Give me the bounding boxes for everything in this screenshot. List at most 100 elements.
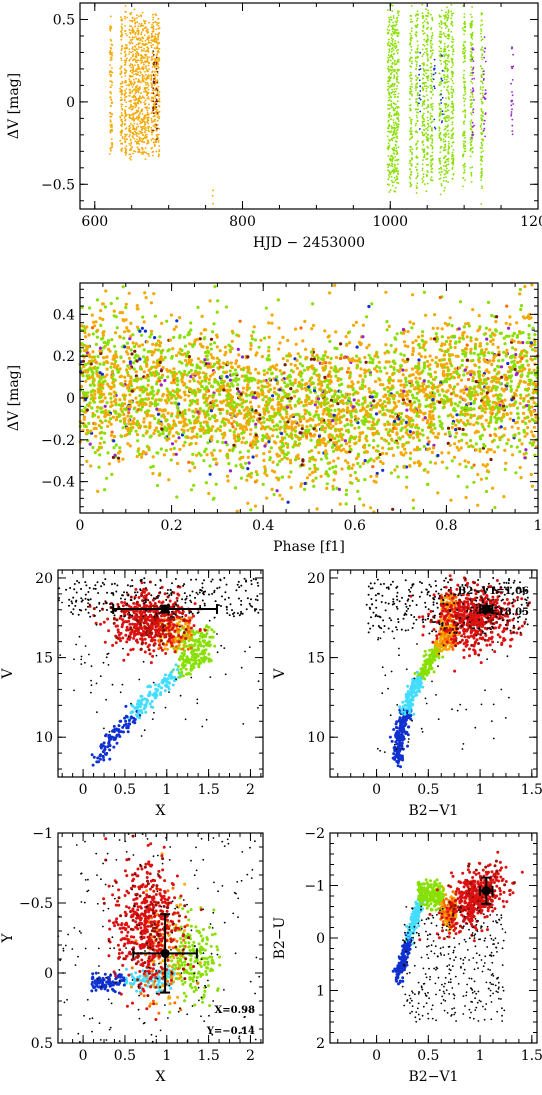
data-point [121,85,124,88]
data-point [146,112,149,114]
data-point [447,14,450,17]
data-point [182,444,186,448]
data-point [445,97,447,100]
data-point [423,85,426,88]
data-point [140,455,144,459]
data-point [430,69,432,72]
data-point [471,16,473,18]
data-point [481,73,484,76]
data-point [391,30,394,33]
data-point [140,22,143,25]
data-point [444,21,447,24]
data-point [410,171,413,174]
data-point [344,488,348,492]
data-point [442,165,445,167]
data-point [111,126,113,128]
data-point [391,34,393,37]
data-point [409,160,412,163]
data-point [396,96,399,99]
data-point [127,422,131,426]
data-point [369,506,373,510]
data-point [121,29,123,32]
data-point [500,375,504,379]
data-point [446,6,448,9]
data-point [333,365,337,369]
data-point [111,128,113,131]
data-point [463,94,465,97]
data-point [178,334,182,338]
data-point [405,397,410,401]
data-point [150,78,153,81]
data-point [111,84,113,87]
data-point [124,75,127,77]
data-point [395,135,398,138]
data-point [134,22,137,25]
data-point [396,132,398,135]
data-point [462,153,465,156]
data-point [152,292,156,296]
data-point [431,155,433,157]
data-point [154,13,157,16]
data-point [459,446,463,450]
data-point [492,358,496,363]
data-point [153,35,156,38]
data-point [240,355,245,359]
data-point [416,76,418,79]
data-point [422,53,425,56]
data-point [109,130,112,133]
data-point [448,116,450,119]
data-point [157,38,160,41]
data-point [397,92,400,95]
data-point [423,154,426,156]
data-point [444,14,447,16]
data-point [93,396,97,400]
data-point [138,148,141,151]
data-point [135,60,137,63]
data-point [119,67,121,70]
data-point [140,67,143,69]
data-point [444,140,447,143]
data-point [423,348,427,352]
data-point [152,81,155,84]
data-point [460,363,464,367]
data-point [423,183,426,186]
data-point [462,325,466,329]
data-point [451,75,454,78]
data-point [429,112,432,115]
data-point [410,80,412,82]
data-point [480,48,483,51]
data-point [373,354,377,358]
data-point [387,69,390,71]
data-point [509,411,513,415]
data-point [433,85,435,88]
data-point [469,336,473,340]
data-point [383,366,387,370]
data-point [144,39,147,42]
data-point [411,153,413,156]
data-point [429,56,432,59]
data-point [426,175,428,178]
data-point [152,18,155,21]
data-point [439,147,442,149]
data-point [139,37,141,40]
data-point [372,399,376,403]
data-point [470,181,473,183]
data-point [211,330,215,334]
data-point [492,438,496,442]
data-point [416,50,419,53]
data-point [480,179,482,182]
data-point [388,70,390,73]
data-point [128,125,131,128]
data-point [144,131,147,134]
data-point [471,166,474,169]
data-point [444,60,447,63]
data-point [443,133,446,136]
data-point [121,27,123,29]
data-point [145,116,147,119]
data-point [392,15,395,17]
data-point [439,114,442,116]
x-tick-label: 1200 [520,214,542,230]
data-point [392,49,395,52]
data-point [426,35,429,38]
data-point [159,369,163,373]
